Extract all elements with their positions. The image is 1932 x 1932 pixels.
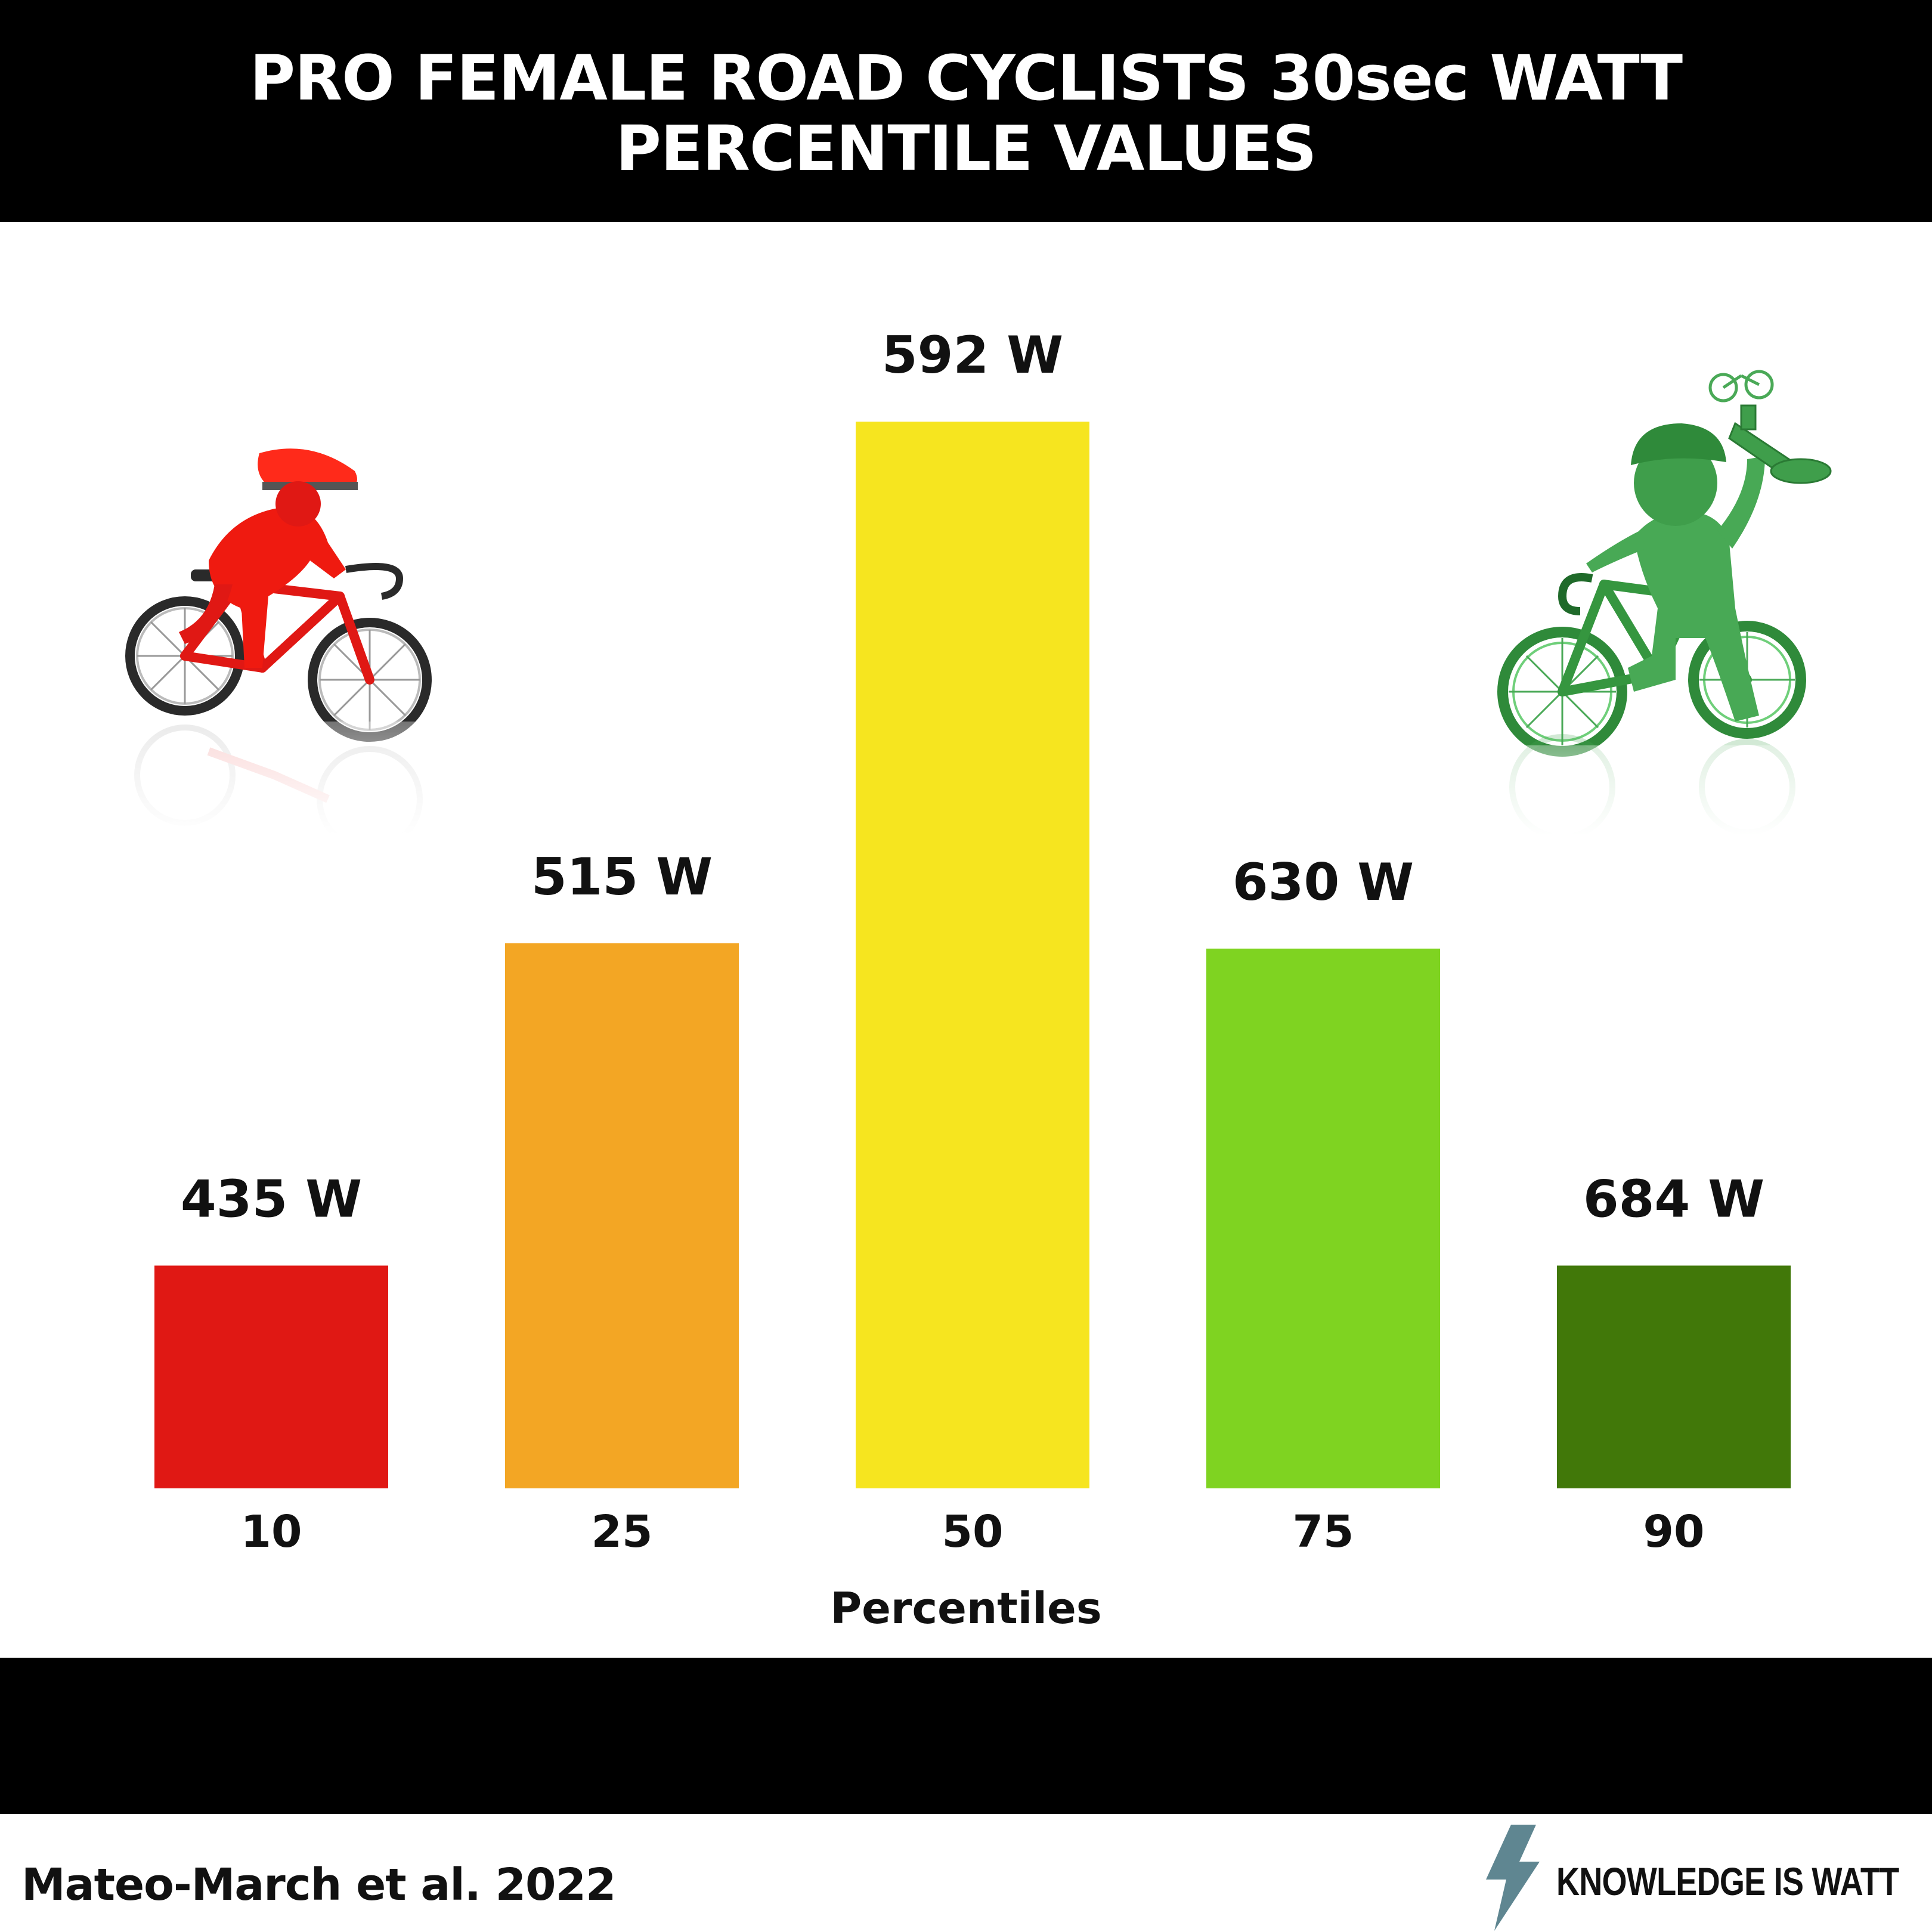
- x-tick-label-25: 25: [592, 1506, 653, 1558]
- bars-layer: [154, 422, 1791, 1488]
- bar-percentile-90: [1557, 1265, 1791, 1488]
- data-label-percentile-10: 435 W: [181, 1169, 362, 1229]
- x-tick-label-10: 10: [241, 1506, 302, 1558]
- brand-name: KNOWLEDGE IS WATT: [1556, 1859, 1899, 1903]
- footer: Mateo-March et al. 2022 KNOWLEDGE IS WAT…: [0, 1814, 1932, 1932]
- red-cyclist-riding-image: [119, 448, 441, 835]
- green-cyclist-trophy-image: [1497, 370, 1878, 835]
- bottom-band: [0, 1658, 1932, 1814]
- bar-percentile-10: [154, 1265, 388, 1488]
- data-label-percentile-75: 630 W: [1233, 853, 1414, 912]
- x-tick-label-90: 90: [1643, 1506, 1705, 1558]
- brand-logo: KNOWLEDGE IS WATT: [1480, 1825, 1916, 1931]
- bar-percentile-25: [505, 943, 739, 1488]
- data-label-percentile-25: 515 W: [531, 847, 713, 907]
- lightning-bolt-icon: [1485, 1825, 1540, 1931]
- source-citation: Mateo-March et al. 2022: [21, 1859, 617, 1911]
- data-label-percentile-90: 684 W: [1583, 1169, 1764, 1229]
- x-tick-label-75: 75: [1293, 1506, 1354, 1558]
- header-band: PRO FEMALE ROAD CYCLISTS 30sec WATT PERC…: [0, 0, 1932, 222]
- x-tick-labels-layer: 10 25 50 75 90: [241, 1506, 1705, 1558]
- data-label-percentile-50: 592 W: [882, 326, 1063, 385]
- chart-title-line-2: PERCENTILE VALUES: [615, 112, 1317, 185]
- bar-chart: 435 W 515 W 592 W 630 W 684 W 10 25 50 75 90 Per…: [154, 326, 1791, 1633]
- bar-percentile-75: [1206, 948, 1440, 1488]
- x-axis-label: Percentiles: [830, 1583, 1101, 1633]
- bar-percentile-50: [856, 422, 1089, 1488]
- x-tick-label-50: 50: [942, 1506, 1004, 1558]
- data-labels-layer: 435 W 515 W 592 W 630 W 684 W: [181, 326, 1764, 1229]
- chart-title-line-1: PRO FEMALE ROAD CYCLISTS 30sec WATT: [249, 42, 1683, 114]
